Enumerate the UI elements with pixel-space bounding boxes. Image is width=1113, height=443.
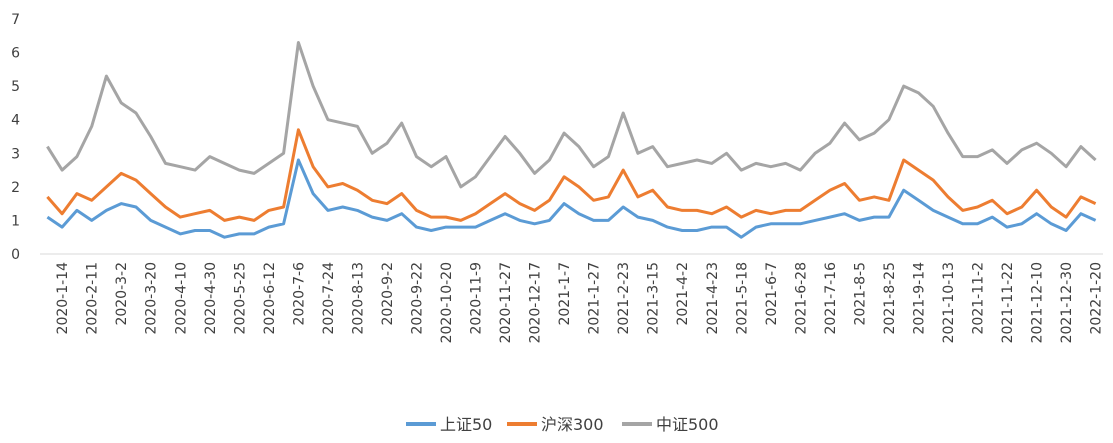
x-tick-label: 2021-6-7: [764, 262, 780, 326]
x-tick-label: 2020-11-9: [469, 262, 485, 334]
y-tick-label: 2: [11, 180, 20, 196]
x-tick-label: 2021-4-23: [705, 262, 721, 334]
x-tick-label: 2020-2-11: [85, 262, 101, 334]
x-tick-label: 2021-6-28: [793, 262, 809, 334]
y-tick-label: 7: [11, 12, 20, 28]
y-tick-label: 5: [11, 79, 20, 95]
series-line: [46, 41, 1097, 189]
x-tick-label: 2021-1-27: [587, 262, 603, 334]
x-tick-label: 2022-1-20: [1089, 262, 1105, 334]
x-tick-label: 2020-8-13: [350, 262, 366, 334]
x-tick-label: 2020-11-27: [498, 262, 514, 343]
y-tick-label: 4: [11, 113, 20, 129]
x-tick-label: 2020-12-17: [528, 262, 544, 343]
x-tick-label: 2021-5-18: [734, 262, 750, 334]
x-tick-label: 2020-9-2: [380, 262, 396, 326]
x-tick-label: 2021-3-15: [646, 262, 662, 334]
y-tick-label: 3: [11, 146, 20, 162]
x-tick-label: 2021-12-10: [1030, 262, 1046, 343]
x-tick-label: 2021-10-13: [941, 262, 957, 343]
x-tick-label: 2020-7-6: [291, 262, 307, 326]
x-tick-label: 2020-10-20: [439, 262, 455, 343]
y-tick-label: 1: [11, 213, 20, 229]
y-tick-label: 6: [11, 46, 20, 62]
legend-label: 中证500: [656, 415, 719, 434]
x-tick-label: 2021-11-2: [971, 262, 987, 334]
x-tick-label: 2020-9-22: [409, 262, 425, 334]
x-tick-label: 2020-3-2: [114, 262, 130, 326]
x-tick-label: 2021-12-30: [1059, 262, 1075, 343]
x-tick-label: 2020-3-20: [144, 262, 160, 334]
x-tick-label: 2021-7-16: [823, 262, 839, 335]
x-tick-label: 2020-4-30: [203, 262, 219, 334]
x-tick-label: 2020-5-25: [232, 262, 248, 334]
y-tick-label: 0: [11, 247, 20, 263]
series-line: [46, 158, 1097, 239]
x-tick-label: 2020-1-14: [55, 262, 71, 335]
x-tick-label: 2021-11-22: [1000, 262, 1016, 343]
x-tick-label: 2020-4-10: [173, 262, 189, 334]
x-tick-label: 2021-2-23: [616, 262, 632, 334]
legend-label: 沪深300: [541, 415, 604, 434]
x-tick-label: 2020-6-12: [262, 262, 278, 334]
x-tick-label: 2021-8-5: [852, 262, 868, 326]
series-line: [46, 128, 1097, 222]
x-tick-label: 2021-4-2: [675, 262, 691, 326]
x-tick-label: 2020-7-24: [321, 262, 337, 335]
x-tick-label: 2021-8-25: [882, 262, 898, 334]
x-tick-label: 2021-9-14: [911, 262, 927, 335]
x-tick-label: 2021-1-7: [557, 262, 573, 326]
legend-label: 上证50: [440, 415, 492, 434]
